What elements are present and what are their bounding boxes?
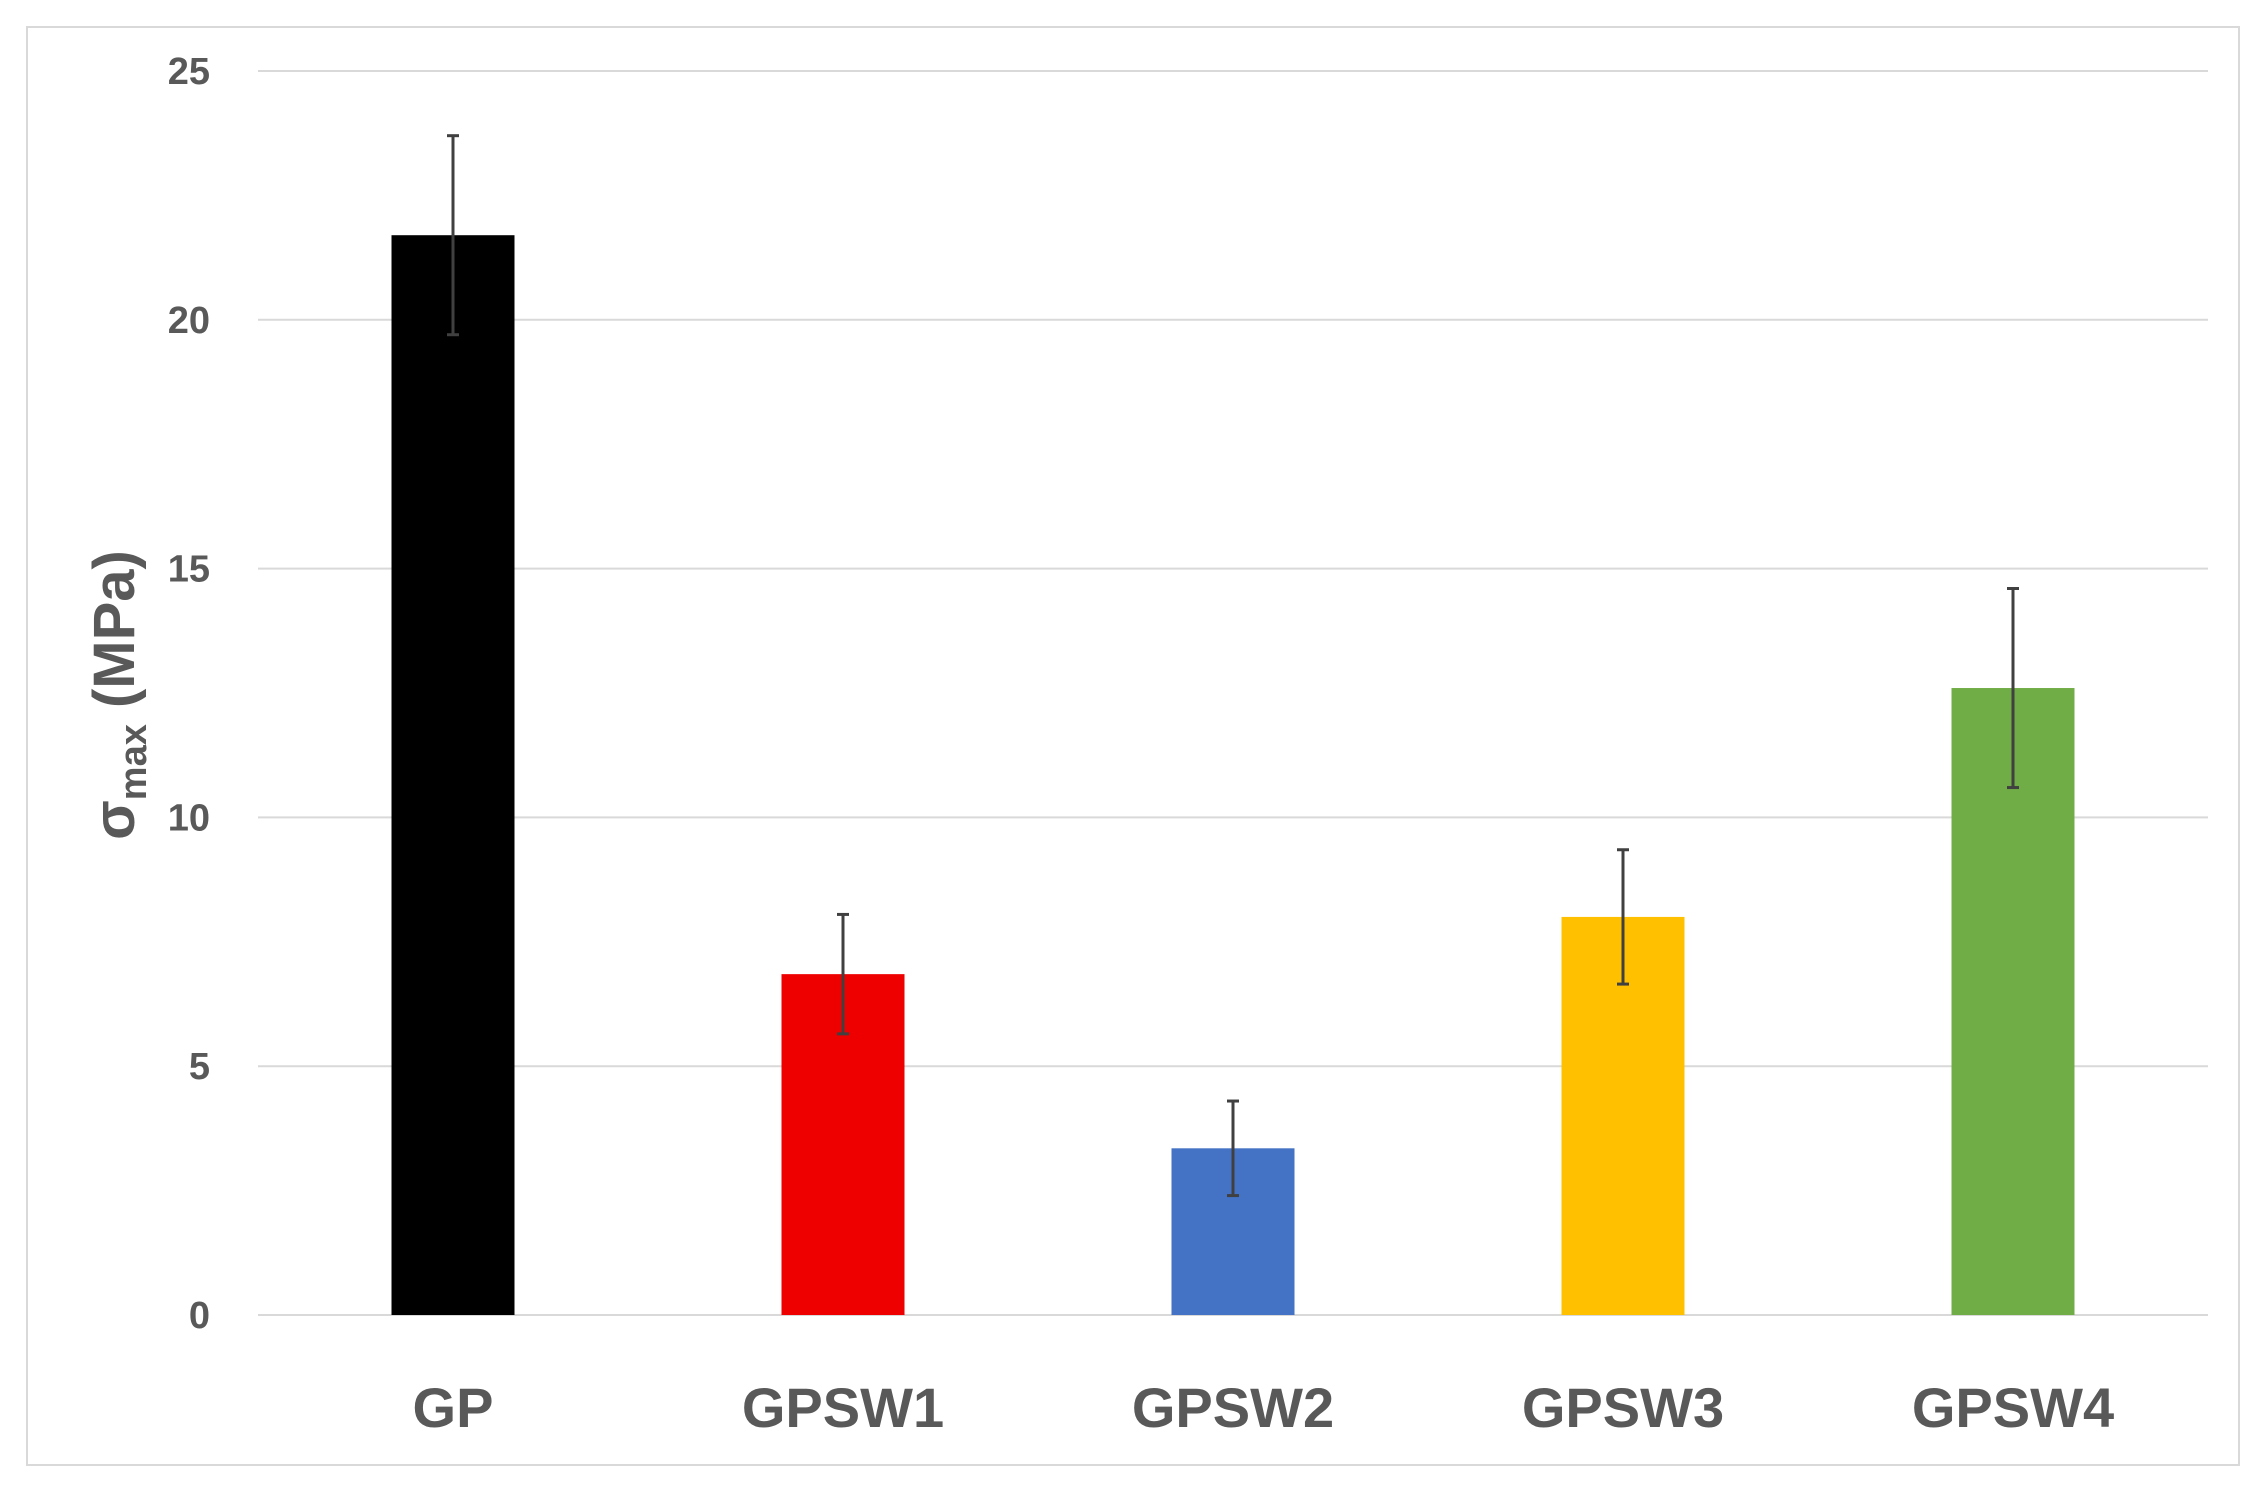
error-bar-gpsw1	[837, 912, 849, 1036]
x-tick-label-gp: GP	[413, 1376, 494, 1439]
x-tick-label-gpsw1: GPSW1	[742, 1376, 944, 1439]
error-bar-gpsw4	[2007, 587, 2019, 790]
y-tick-label: 10	[168, 797, 210, 839]
x-tick-label-gpsw2: GPSW2	[1132, 1376, 1334, 1439]
bar-gp	[391, 235, 515, 1315]
y-axis-ticks: 0 5 10 15 20 25	[168, 51, 210, 1337]
error-bars	[447, 134, 2019, 1198]
y-tick-label: 5	[189, 1046, 210, 1088]
y-axis-title: σmax (MPa)	[82, 550, 155, 840]
y-tick-label: 20	[168, 300, 210, 342]
gridlines	[258, 70, 2208, 1316]
y-axis-symbol: σ	[82, 800, 147, 840]
y-tick-label: 0	[189, 1295, 210, 1337]
y-tick-label: 15	[168, 549, 210, 591]
x-tick-label-gpsw3: GPSW3	[1522, 1376, 1724, 1439]
y-axis-unit: (MPa)	[82, 550, 147, 724]
bar-gpsw4	[1951, 688, 2075, 1315]
x-tick-label-gpsw4: GPSW4	[1912, 1376, 2114, 1439]
y-tick-label: 25	[168, 51, 210, 93]
error-bar-gpsw2	[1227, 1099, 1239, 1198]
error-bar-gp	[447, 134, 459, 337]
error-bar-gpsw3	[1617, 848, 1629, 986]
x-axis-labels: GP GPSW1 GPSW2 GPSW3 GPSW4	[413, 1376, 2115, 1439]
y-axis-subscript: max	[113, 724, 155, 800]
